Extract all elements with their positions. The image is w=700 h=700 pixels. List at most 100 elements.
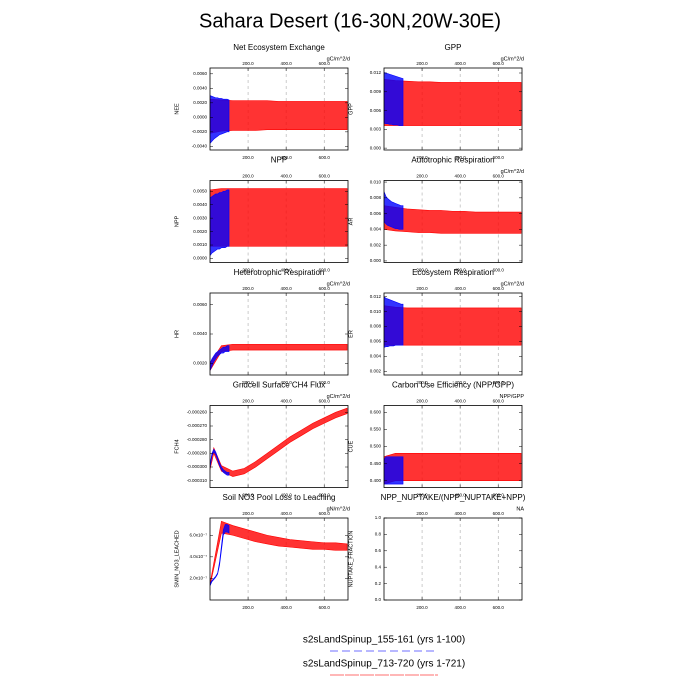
y-tick-label: 0.006 xyxy=(370,211,382,216)
y-tick-label: -0.0020 xyxy=(192,129,208,134)
y-tick-label: 0.0040 xyxy=(193,86,207,91)
plot-frame xyxy=(383,405,523,488)
units: gN/m^2/d xyxy=(327,506,350,512)
series-band xyxy=(210,520,348,587)
x2-tick-label: 600.0 xyxy=(493,511,505,516)
x2-tick-label: 400.0 xyxy=(455,399,467,404)
x2-tick-label: 600.0 xyxy=(493,399,505,404)
y-axis-label: CUE xyxy=(348,440,354,452)
series-band xyxy=(384,205,522,234)
x2-tick-label: 400.0 xyxy=(455,61,467,66)
y-tick-label: 1.0 xyxy=(375,515,382,520)
plot-frame xyxy=(383,517,523,601)
y-tick-label: 4.0x10⁻⁷ xyxy=(189,554,207,559)
series-band xyxy=(210,189,230,257)
x2-tick-label: 200.0 xyxy=(242,286,254,291)
y-tick-label: 0.012 xyxy=(370,294,382,299)
series-band xyxy=(210,448,230,476)
plot-area xyxy=(210,518,348,600)
x2-tick-label: 600.0 xyxy=(319,399,331,404)
y-tick-label: 0.2 xyxy=(375,581,382,586)
y-tick-label: 0.0020 xyxy=(193,229,207,234)
x-tick-label: 600.0 xyxy=(493,493,505,498)
y-axis-label: AR xyxy=(348,218,354,226)
panel-title: Heterotrophic Respiration xyxy=(234,268,325,277)
x2-tick-label: 600.0 xyxy=(319,61,331,66)
y-tick-label: 0.004 xyxy=(370,354,382,359)
y-tick-label: -0.0040 xyxy=(192,144,208,149)
plot-frame xyxy=(209,180,349,263)
y-tick-label: 2.0x10⁻⁷ xyxy=(189,576,207,581)
y-tick-label: 6.0x10⁻⁷ xyxy=(189,532,207,537)
plot-area xyxy=(210,68,348,150)
plot-area xyxy=(384,180,522,263)
y-tick-label: 0.0 xyxy=(375,597,382,602)
plot-area xyxy=(210,180,348,263)
y-axis-label: HR xyxy=(174,330,180,338)
x2-tick-label: 600.0 xyxy=(319,511,331,516)
x-tick-label: 200.0 xyxy=(416,155,428,160)
y-axis-label: NEE xyxy=(174,103,180,115)
y-tick-label: 0.0040 xyxy=(193,331,207,336)
y-tick-label: 0.550 xyxy=(370,427,382,432)
y-tick-label: 0.004 xyxy=(370,227,382,232)
units: gC/m^2/d xyxy=(501,56,524,62)
y-axis-label: NUPTAKE_FRACTION xyxy=(348,531,354,588)
series-band xyxy=(384,305,522,346)
y-tick-label: 0.008 xyxy=(370,324,382,329)
panel-title: GPP xyxy=(445,43,462,52)
x2-tick-label: 200.0 xyxy=(242,399,254,404)
x2-tick-label: 400.0 xyxy=(281,286,293,291)
y-tick-label: 0.0000 xyxy=(193,115,207,120)
series-band xyxy=(384,453,522,485)
plot-frame xyxy=(209,405,349,488)
units: NPP/GPP xyxy=(500,394,525,400)
units: gC/m^2/d xyxy=(327,56,350,62)
plot-frame xyxy=(209,292,349,376)
x2-tick-label: 600.0 xyxy=(319,174,331,179)
series-band xyxy=(384,456,404,485)
panel-title: Gridcell Surface CH4 Flux xyxy=(233,381,325,390)
y-tick-label: -0.000290 xyxy=(187,451,208,456)
y-tick-label: 0.006 xyxy=(370,108,382,113)
plot-area xyxy=(384,293,522,375)
x2-tick-label: 400.0 xyxy=(455,174,467,179)
units: gC/m^2/d xyxy=(327,281,350,287)
x2-tick-label: 200.0 xyxy=(242,61,254,66)
x-tick-label: 200.0 xyxy=(242,493,254,498)
plot-frame xyxy=(383,180,523,263)
x2-tick-label: 400.0 xyxy=(455,286,467,291)
series-band xyxy=(210,188,348,247)
x-tick-label: 200.0 xyxy=(416,268,428,273)
y-tick-label: 0.0050 xyxy=(193,188,207,193)
x2-tick-label: 400.0 xyxy=(281,511,293,516)
y-tick-label: -0.000260 xyxy=(187,410,208,415)
y-tick-label: 0.0010 xyxy=(193,242,207,247)
y-tick-label: 0.002 xyxy=(370,368,382,373)
x-tick-label: 600.0 xyxy=(319,605,331,610)
x-tick-label: 600.0 xyxy=(493,268,505,273)
x-tick-label: 400.0 xyxy=(455,380,467,385)
x-tick-label: 400.0 xyxy=(455,155,467,160)
x-tick-label: 600.0 xyxy=(319,380,331,385)
y-tick-label: 0.000 xyxy=(370,258,382,263)
x-tick-label: 200.0 xyxy=(242,155,254,160)
y-tick-label: -0.000300 xyxy=(187,464,208,469)
panel: NPP_NUPTAKE/(NPP_NUPTAKE+NPP) NA NUPTAKE_F… xyxy=(348,493,525,610)
legend-label: s2sLandSpinup_155-161 (yrs 1-100) xyxy=(303,635,465,646)
panel: Autotrophic Respiration gC/m^2/d AR 200.0 40… xyxy=(348,156,524,273)
series-band xyxy=(210,343,348,372)
x2-tick-label: 200.0 xyxy=(416,286,428,291)
series-band xyxy=(384,78,522,126)
panel: Carbon Use Efficiency (NPP/GPP) NPP/GPP CU… xyxy=(348,381,524,498)
x2-tick-label: 600.0 xyxy=(493,61,505,66)
y-tick-label: 0.009 xyxy=(370,89,382,94)
x2-tick-label: 200.0 xyxy=(416,174,428,179)
x2-tick-label: 200.0 xyxy=(242,511,254,516)
x2-tick-label: 200.0 xyxy=(416,399,428,404)
panel-title: Carbon Use Efficiency (NPP/GPP) xyxy=(392,381,514,390)
series-band xyxy=(384,72,404,126)
x-tick-label: 400.0 xyxy=(281,155,293,160)
